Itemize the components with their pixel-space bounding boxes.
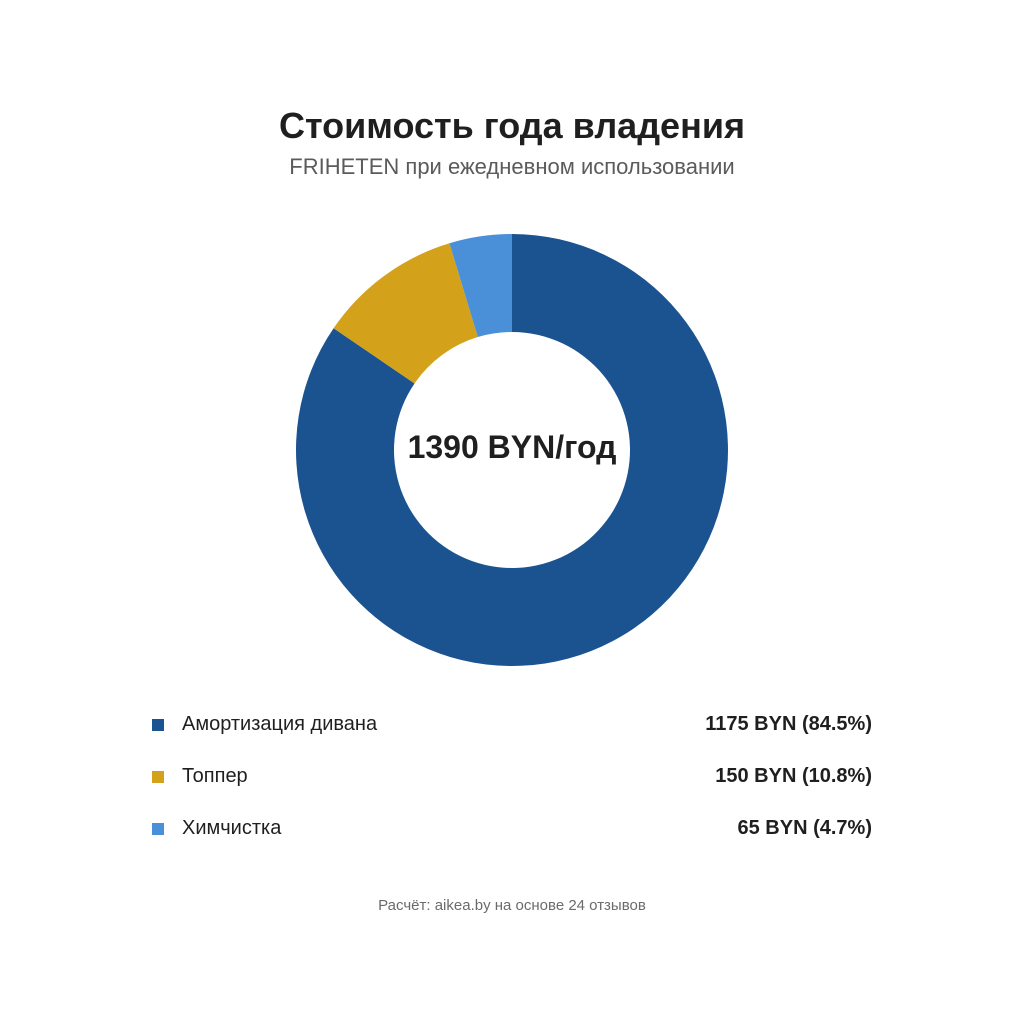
legend-item: Химчистка 65 BYN (4.7%) <box>152 808 872 860</box>
legend-swatch <box>152 719 164 731</box>
donut-slice-3 <box>449 234 512 338</box>
legend-swatch <box>152 823 164 835</box>
donut-slices <box>296 234 729 666</box>
legend-value: 150 BYN (10.8%) <box>715 765 872 787</box>
footnote: Расчёт: aikea.by на основе 24 отзывов <box>378 897 646 914</box>
legend-item: Топпер 150 BYN (10.8%) <box>152 756 872 808</box>
donut-slice-1 <box>296 234 729 666</box>
donut-slice-2 <box>333 243 478 384</box>
legend-label: Топпер <box>182 765 248 787</box>
legend-value: 1175 BYN (84.5%) <box>705 713 872 735</box>
legend-label: Химчистка <box>182 817 282 839</box>
donut-center-label: 1390 BYN/год <box>408 429 617 465</box>
legend: Амортизация дивана 1175 BYN (84.5%) Топп… <box>152 704 872 860</box>
legend-value: 65 BYN (4.7%) <box>737 817 873 839</box>
legend-label: Амортизация дивана <box>182 713 378 735</box>
legend-swatch <box>152 771 164 783</box>
chart-title: Стоимость года владения <box>279 105 745 146</box>
chart-subtitle: FRIHETEN при ежедневном использовании <box>289 154 735 179</box>
legend-item: Амортизация дивана 1175 BYN (84.5%) <box>152 704 872 756</box>
